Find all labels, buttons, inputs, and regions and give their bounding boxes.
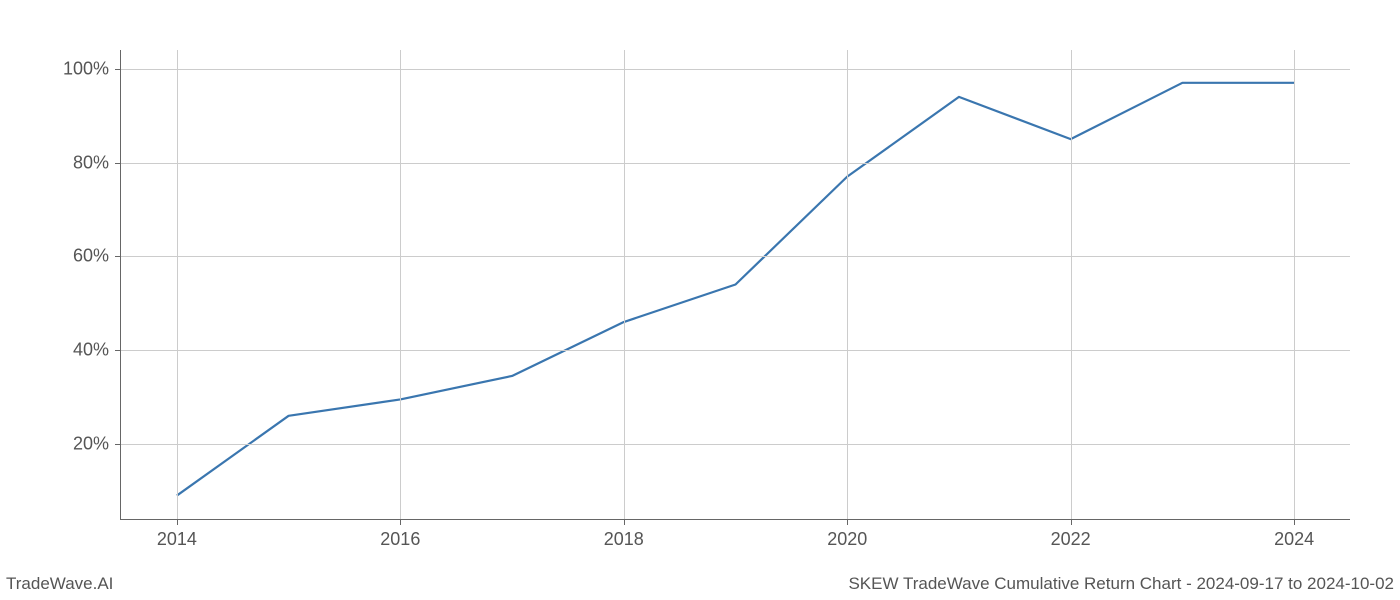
grid-line-vertical	[624, 50, 625, 519]
y-tick	[115, 256, 121, 257]
y-tick	[115, 69, 121, 70]
grid-line-horizontal	[121, 256, 1350, 257]
x-tick	[1294, 519, 1295, 525]
footer-right-text: SKEW TradeWave Cumulative Return Chart -…	[848, 574, 1394, 594]
x-tick-label: 2016	[380, 529, 420, 550]
x-tick-label: 2018	[604, 529, 644, 550]
grid-line-horizontal	[121, 444, 1350, 445]
footer-left-text: TradeWave.AI	[6, 574, 113, 594]
x-tick-label: 2014	[157, 529, 197, 550]
plot-area: 20142016201820202022202420%40%60%80%100%	[120, 50, 1350, 520]
grid-line-vertical	[847, 50, 848, 519]
y-tick-label: 20%	[73, 433, 109, 454]
grid-line-horizontal	[121, 163, 1350, 164]
x-tick	[1071, 519, 1072, 525]
x-tick-label: 2024	[1274, 529, 1314, 550]
y-tick	[115, 350, 121, 351]
grid-line-vertical	[1294, 50, 1295, 519]
data-line	[121, 50, 1350, 519]
y-tick-label: 100%	[63, 58, 109, 79]
y-tick-label: 80%	[73, 152, 109, 173]
series-line	[177, 83, 1294, 496]
grid-line-horizontal	[121, 69, 1350, 70]
grid-line-horizontal	[121, 350, 1350, 351]
x-tick	[177, 519, 178, 525]
grid-line-vertical	[400, 50, 401, 519]
x-tick-label: 2022	[1051, 529, 1091, 550]
x-tick-label: 2020	[827, 529, 867, 550]
y-tick	[115, 444, 121, 445]
y-tick	[115, 163, 121, 164]
y-tick-label: 40%	[73, 340, 109, 361]
x-tick	[847, 519, 848, 525]
x-tick	[400, 519, 401, 525]
grid-line-vertical	[177, 50, 178, 519]
chart-container: 20142016201820202022202420%40%60%80%100%	[120, 50, 1350, 520]
x-tick	[624, 519, 625, 525]
grid-line-vertical	[1071, 50, 1072, 519]
y-tick-label: 60%	[73, 246, 109, 267]
